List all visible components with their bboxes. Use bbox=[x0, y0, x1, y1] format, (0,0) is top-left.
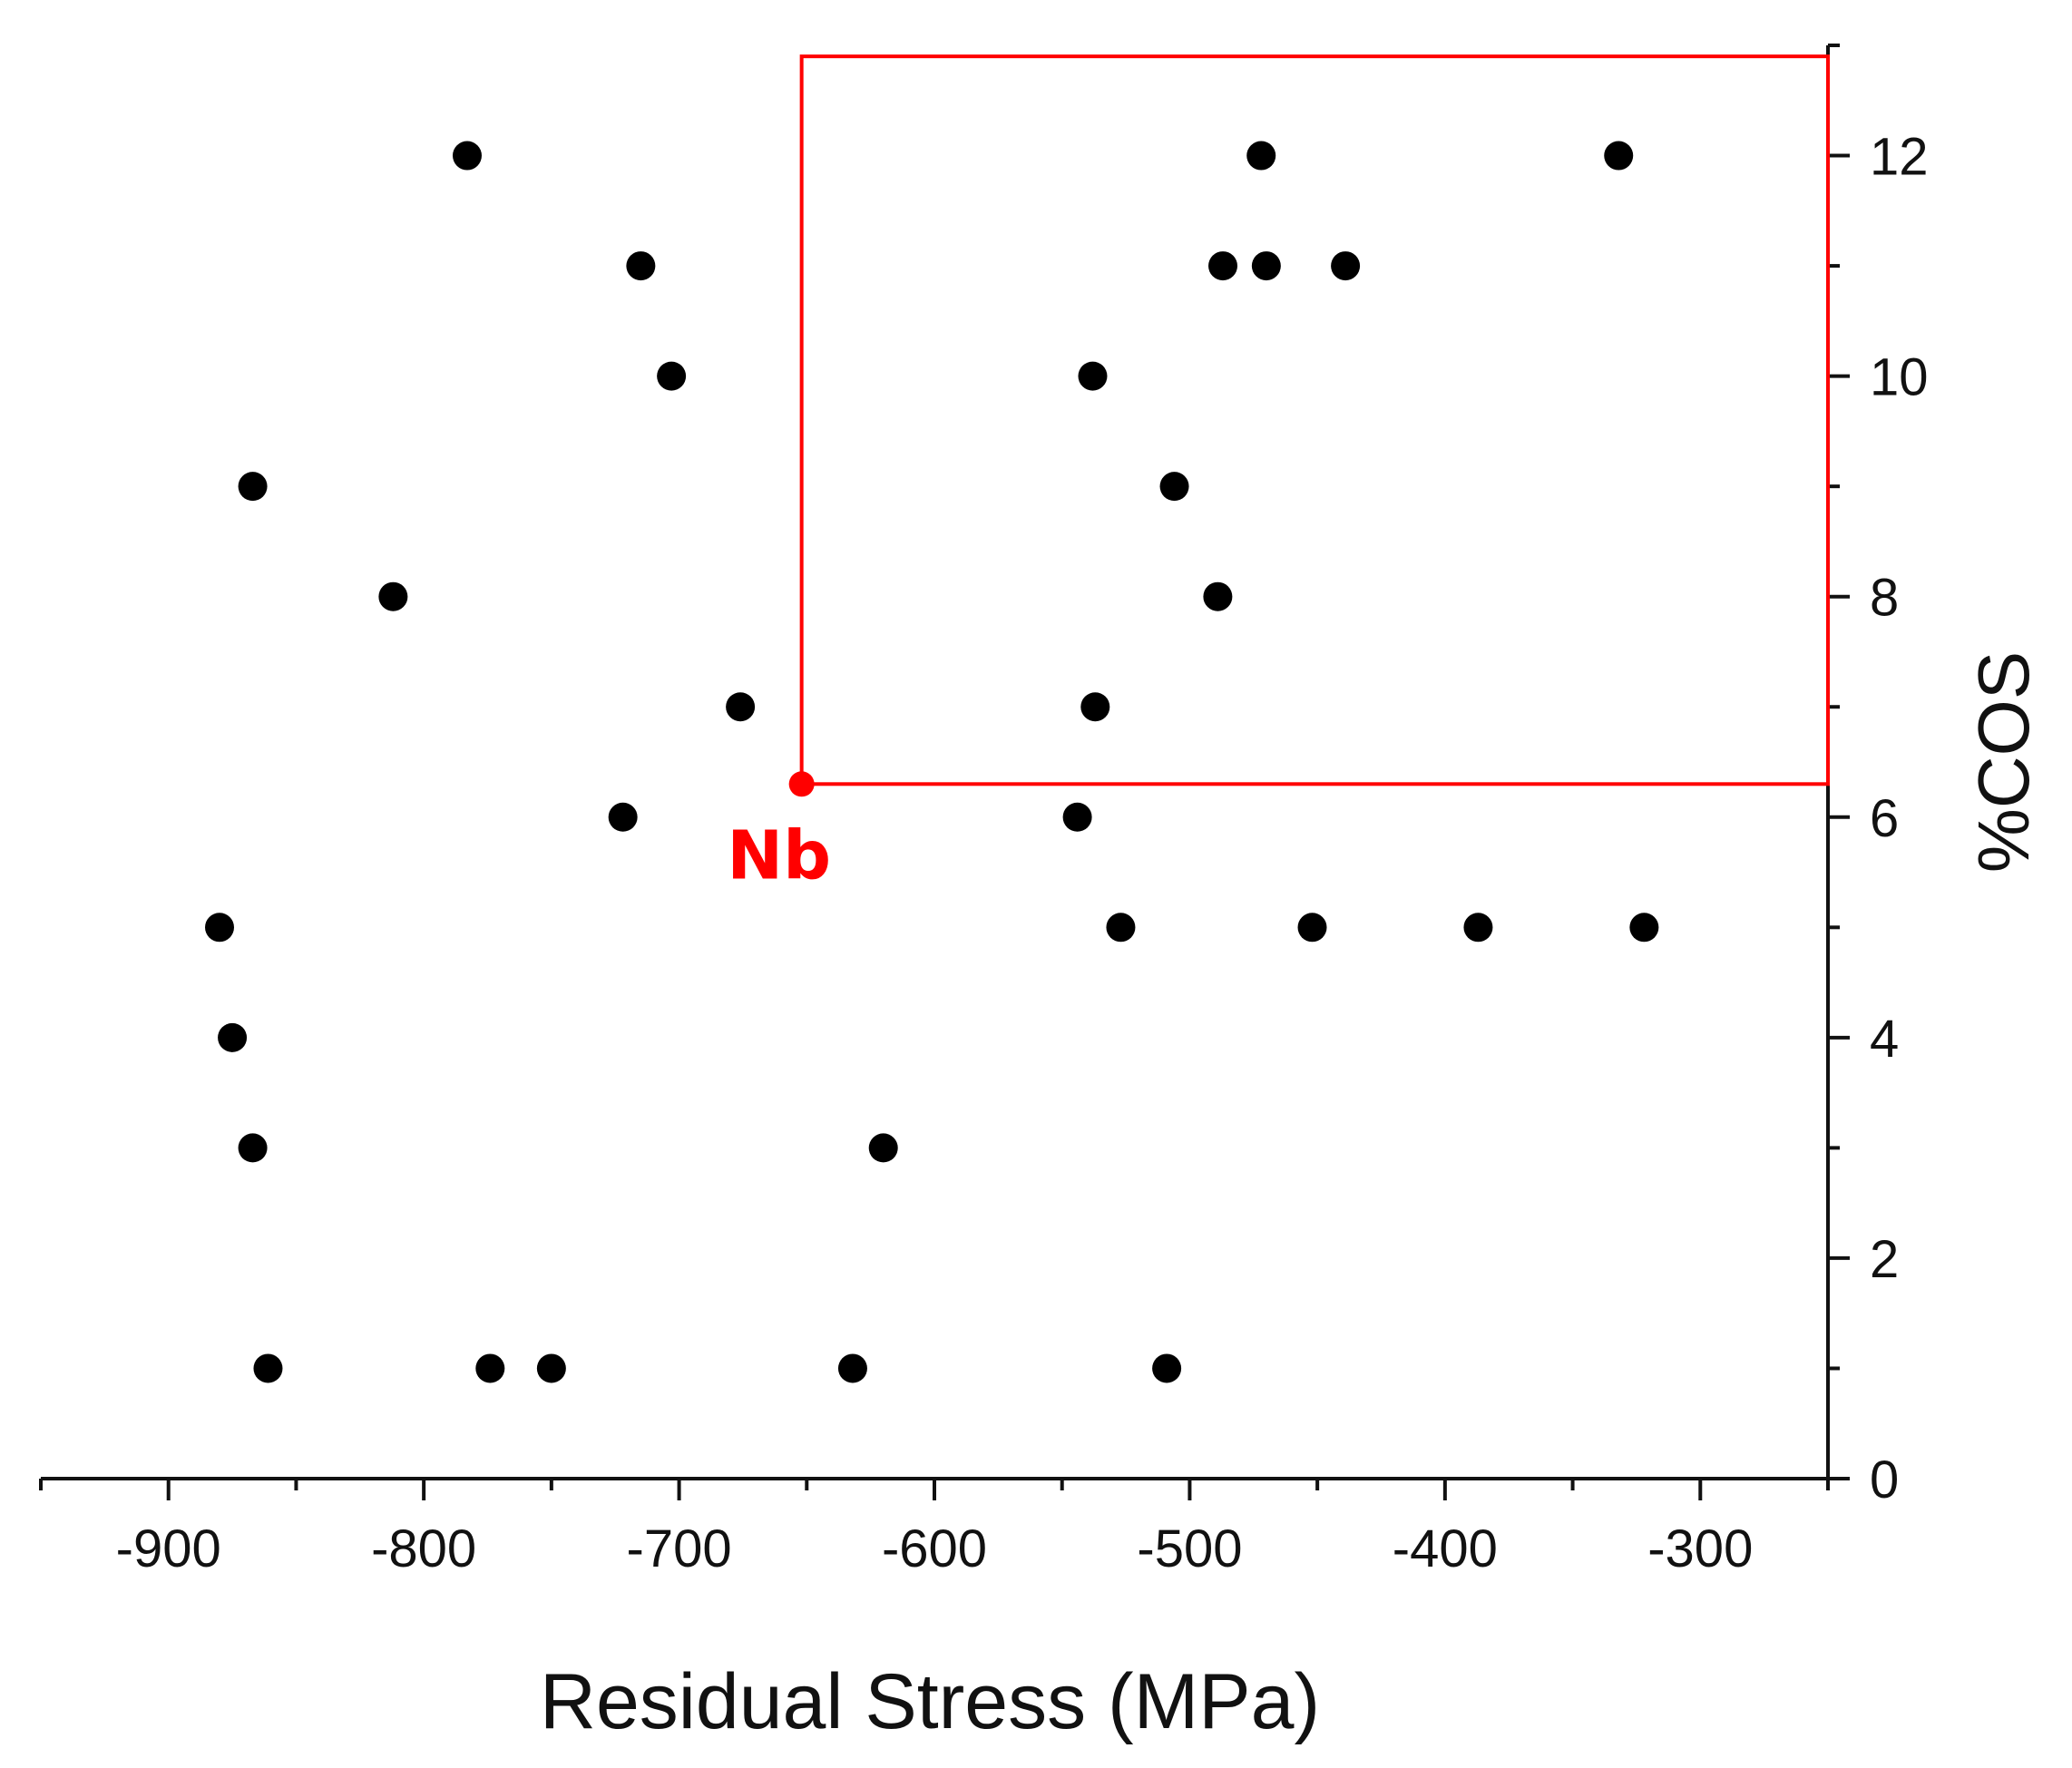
data-point bbox=[1159, 472, 1189, 502]
x-tick-label: -300 bbox=[1647, 1519, 1753, 1578]
data-point bbox=[1078, 361, 1108, 391]
data-point bbox=[626, 251, 656, 281]
highlight-region bbox=[799, 54, 1831, 786]
x-tick-label: -600 bbox=[882, 1519, 987, 1578]
y-tick-label: 8 bbox=[1870, 569, 1899, 628]
data-point bbox=[1106, 913, 1136, 943]
data-point bbox=[868, 1133, 898, 1163]
data-point bbox=[1331, 251, 1361, 281]
y-tick-label: 0 bbox=[1870, 1451, 1899, 1509]
axes: -900 -800 -700 -600 -500 -400 -300 0 2 4 6 8 10 12 bbox=[39, 44, 1929, 1578]
data-point bbox=[608, 802, 638, 832]
data-point bbox=[1629, 913, 1659, 943]
x-tick-label: -500 bbox=[1137, 1519, 1242, 1578]
y-axis-title: %COS bbox=[1963, 651, 2044, 874]
x-tick-label: -900 bbox=[116, 1519, 221, 1578]
y-axis-ticks: 0 2 4 6 8 10 12 bbox=[1828, 44, 1929, 1509]
data-point bbox=[837, 1353, 867, 1383]
data-point bbox=[1208, 251, 1238, 281]
y-tick-label: 12 bbox=[1870, 128, 1929, 187]
x-tick-label: -400 bbox=[1393, 1519, 1498, 1578]
data-point bbox=[1604, 141, 1634, 171]
data-point bbox=[1080, 692, 1110, 722]
data-point bbox=[1246, 141, 1276, 171]
data-point bbox=[205, 913, 234, 943]
data-point bbox=[238, 472, 268, 502]
data-point bbox=[1152, 1353, 1182, 1383]
x-axis-ticks: -900 -800 -700 -600 -500 -400 -300 bbox=[39, 1479, 1830, 1578]
x-tick-label: -700 bbox=[627, 1519, 732, 1578]
data-point bbox=[536, 1353, 566, 1383]
data-point bbox=[253, 1353, 283, 1383]
y-tick-label: 6 bbox=[1870, 789, 1899, 848]
data-point bbox=[1062, 802, 1092, 832]
data-point bbox=[218, 1022, 248, 1052]
y-tick-label: 4 bbox=[1870, 1010, 1899, 1069]
annotation: Nb bbox=[727, 771, 831, 894]
annotation-label-nb: Nb bbox=[727, 816, 831, 894]
data-point bbox=[1203, 581, 1233, 611]
y-tick-label: 2 bbox=[1870, 1230, 1899, 1289]
annotation-marker bbox=[788, 771, 815, 797]
data-point bbox=[1251, 251, 1281, 281]
data-point bbox=[657, 361, 687, 391]
data-point bbox=[1463, 913, 1493, 943]
data-point bbox=[378, 581, 408, 611]
data-point bbox=[238, 1133, 268, 1163]
data-point bbox=[475, 1353, 505, 1383]
data-point bbox=[1297, 913, 1327, 943]
data-point bbox=[726, 692, 756, 722]
x-axis-title: Residual Stress (MPa) bbox=[540, 1658, 1320, 1745]
x-tick-label: -800 bbox=[371, 1519, 476, 1578]
highlight-rectangle bbox=[799, 54, 1831, 786]
y-tick-label: 10 bbox=[1870, 348, 1929, 407]
data-points bbox=[205, 141, 1659, 1383]
data-point bbox=[452, 141, 482, 171]
